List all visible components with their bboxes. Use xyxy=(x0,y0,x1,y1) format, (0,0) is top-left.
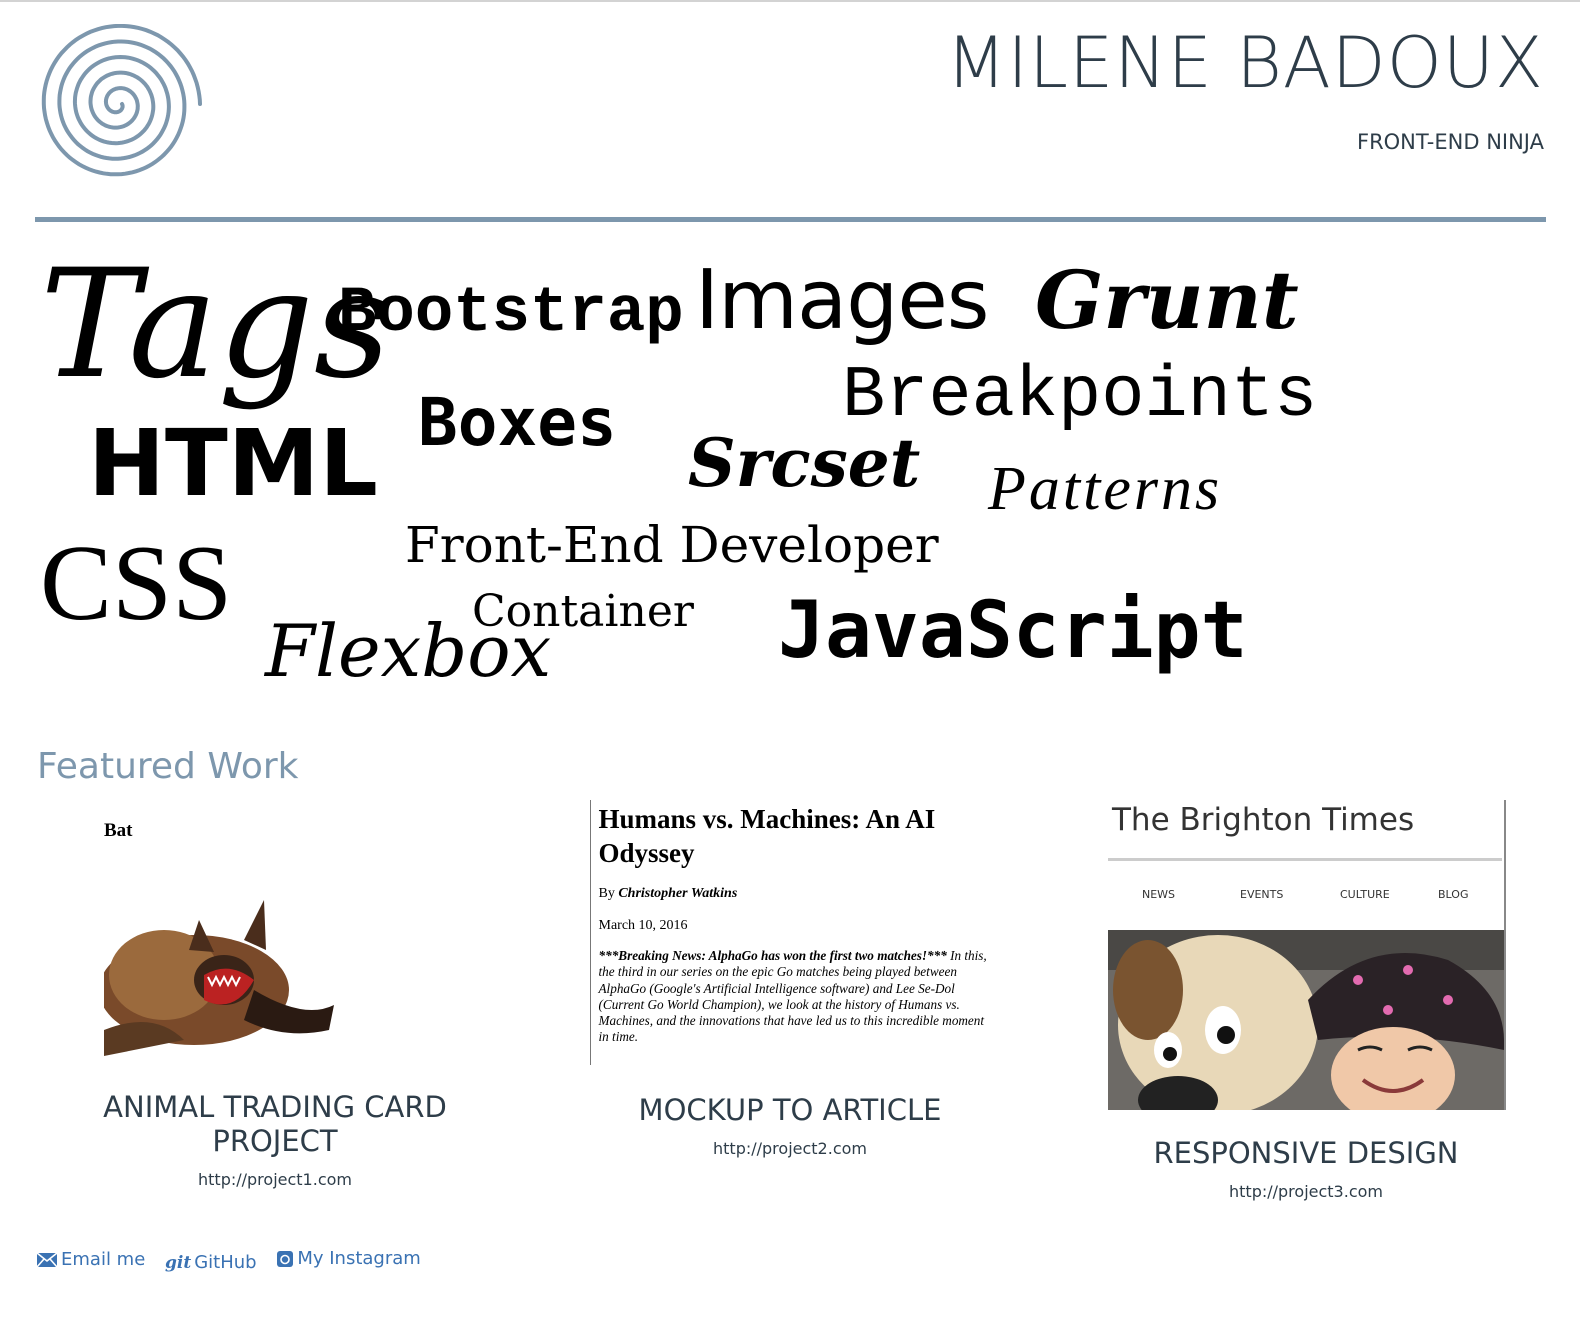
word-srcset: Srcset xyxy=(688,424,921,502)
email-link[interactable]: Email me xyxy=(36,1249,145,1270)
article-lead: ***Breaking News: AlphaGo has won the fi… xyxy=(598,948,947,963)
contact-links: Email me git GitHub My Instagram xyxy=(36,1248,435,1273)
project-link[interactable]: http://project3.com xyxy=(1229,1182,1383,1201)
byline-author: Christopher Watkins xyxy=(618,886,738,901)
thumb-nav-blog: BLOG xyxy=(1438,888,1469,901)
project-thumbnail-article[interactable]: Humans vs. Machines: An AI Odyssey By Ch… xyxy=(589,800,991,1065)
mascot-photo xyxy=(1108,930,1504,1110)
thumb-nav-news: NEWS xyxy=(1142,888,1176,901)
project-title-line1: ANIMAL TRADING CARD xyxy=(103,1090,447,1124)
git-icon: git xyxy=(165,1252,192,1273)
skills-word-cloud: Tags Bootstrap Images Grunt Breakpoints … xyxy=(0,230,1580,710)
word-boxes: Boxes xyxy=(418,384,617,461)
thumb-article-byline: By Christopher Watkins xyxy=(599,886,738,902)
thumb-nav-culture: CULTURE xyxy=(1340,888,1390,901)
instagram-link[interactable]: My Instagram xyxy=(276,1248,421,1269)
project-title: RESPONSIVE DESIGN xyxy=(1153,1136,1459,1170)
word-breakpoints: Breakpoints xyxy=(842,355,1318,437)
thumb-nav-events: EVENTS xyxy=(1240,888,1284,901)
instagram-link-label: My Instagram xyxy=(297,1248,421,1269)
featured-work-heading: Featured Work xyxy=(37,746,299,787)
thumb-article-date: March 10, 2016 xyxy=(598,918,688,933)
project-card-responsive-design[interactable]: The Brighton Times NEWS EVENTS CULTURE B… xyxy=(1066,800,1546,1201)
word-javascript: JavaScript xyxy=(778,586,1248,676)
project-title-line2: PROJECT xyxy=(212,1124,338,1158)
email-link-label: Email me xyxy=(61,1249,146,1270)
instagram-icon xyxy=(277,1250,294,1267)
top-border xyxy=(0,0,1580,2)
word-html: HTML xyxy=(88,410,378,517)
word-front-end-developer: Front-End Developer xyxy=(405,516,939,574)
project-link[interactable]: http://project2.com xyxy=(713,1139,867,1158)
word-tags: Tags xyxy=(40,238,391,412)
thumb-article-body: ***Breaking News: AlphaGo has won the fi… xyxy=(599,948,991,1046)
word-images: Images xyxy=(695,253,990,348)
word-patterns: Patterns xyxy=(988,455,1223,523)
site-tagline: FRONT-END NINJA xyxy=(1356,130,1544,154)
word-container: Container xyxy=(472,586,694,637)
project-title: MOCKUP TO ARTICLE xyxy=(638,1093,942,1127)
github-link-label: GitHub xyxy=(194,1252,257,1273)
bat-image xyxy=(104,900,344,1056)
project-link[interactable]: http://project1.com xyxy=(198,1170,352,1189)
article-text: In this, the third in our series on the … xyxy=(598,948,987,1045)
project-card-animal-trading[interactable]: Bat ANIMAL TRADING CARD PROJECT http://p… xyxy=(60,800,490,1189)
word-bootstrap: Bootstrap xyxy=(338,278,684,350)
header-divider xyxy=(35,217,1546,222)
byline-prefix: By xyxy=(598,886,615,901)
thumb-newspaper-rule xyxy=(1108,858,1502,861)
thumb-newspaper-masthead: The Brighton Times xyxy=(1112,802,1415,838)
github-link[interactable]: git GitHub xyxy=(165,1252,257,1273)
project-card-mockup-article[interactable]: Humans vs. Machines: An AI Odyssey By Ch… xyxy=(550,800,1030,1158)
project-thumbnail-bat[interactable]: Bat xyxy=(95,800,455,1060)
spiral-logo-icon xyxy=(41,24,202,177)
thumb-bat-label: Bat xyxy=(104,820,133,841)
word-flexbox: Flexbox xyxy=(265,609,552,693)
envelope-icon xyxy=(36,1251,58,1268)
word-css: CSS xyxy=(40,524,233,643)
thumb-article-headline: Humans vs. Machines: An AI Odyssey xyxy=(598,804,936,868)
site-owner-name: MILENE BADOUX xyxy=(945,22,1544,104)
project-thumbnail-newspaper[interactable]: The Brighton Times NEWS EVENTS CULTURE B… xyxy=(1106,800,1506,1110)
word-grunt: Grunt xyxy=(1035,253,1299,347)
